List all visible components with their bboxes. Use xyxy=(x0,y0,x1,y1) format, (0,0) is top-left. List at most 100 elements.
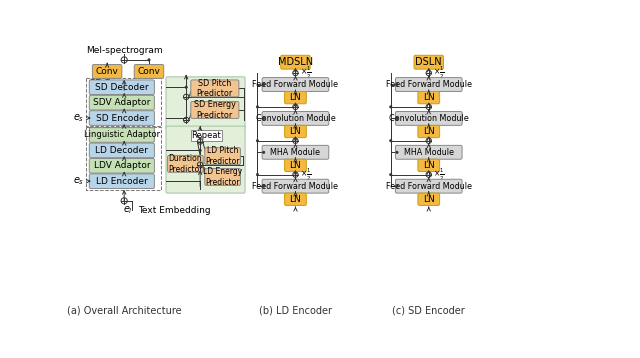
Text: Repeat: Repeat xyxy=(191,131,221,140)
Text: $\times\frac{1}{2}$: $\times\frac{1}{2}$ xyxy=(433,65,445,81)
FancyBboxPatch shape xyxy=(396,111,462,125)
FancyBboxPatch shape xyxy=(90,128,154,142)
FancyBboxPatch shape xyxy=(262,145,329,159)
Text: Conv: Conv xyxy=(138,67,161,76)
FancyBboxPatch shape xyxy=(418,92,440,104)
Circle shape xyxy=(396,83,398,86)
FancyBboxPatch shape xyxy=(134,64,164,78)
Text: SD Encoder: SD Encoder xyxy=(95,113,148,122)
Text: $e_l$: $e_l$ xyxy=(123,204,132,216)
Text: (c) SD Encoder: (c) SD Encoder xyxy=(392,306,465,316)
FancyBboxPatch shape xyxy=(285,159,307,171)
FancyBboxPatch shape xyxy=(418,125,440,138)
Text: SDV Adaptor: SDV Adaptor xyxy=(93,98,150,107)
Text: LN: LN xyxy=(289,195,301,204)
FancyBboxPatch shape xyxy=(205,169,241,185)
FancyBboxPatch shape xyxy=(205,148,241,165)
Circle shape xyxy=(262,117,265,120)
Text: Feed Forward Module: Feed Forward Module xyxy=(386,182,472,191)
FancyBboxPatch shape xyxy=(396,145,462,159)
FancyBboxPatch shape xyxy=(90,143,154,158)
Bar xyxy=(86,127,161,190)
Text: LN: LN xyxy=(289,93,301,102)
Circle shape xyxy=(256,140,259,142)
FancyBboxPatch shape xyxy=(90,80,154,95)
FancyBboxPatch shape xyxy=(262,78,329,92)
Text: LN: LN xyxy=(423,195,435,204)
FancyBboxPatch shape xyxy=(90,159,154,173)
Circle shape xyxy=(256,174,259,176)
Text: LD Energy
Predictor: LD Energy Predictor xyxy=(203,167,242,187)
Text: Text Embedding: Text Embedding xyxy=(138,205,211,214)
Circle shape xyxy=(390,106,392,108)
FancyBboxPatch shape xyxy=(90,95,154,110)
Text: Feed Forward Module: Feed Forward Module xyxy=(386,80,472,89)
FancyBboxPatch shape xyxy=(262,111,329,125)
Text: MHA Module: MHA Module xyxy=(404,148,454,157)
Text: LDG: LDG xyxy=(88,127,111,137)
Circle shape xyxy=(262,185,265,187)
Circle shape xyxy=(396,117,398,120)
FancyBboxPatch shape xyxy=(191,80,239,97)
Circle shape xyxy=(262,151,265,154)
Text: Feed Forward Module: Feed Forward Module xyxy=(252,182,339,191)
FancyBboxPatch shape xyxy=(262,179,329,193)
Text: LD Pitch
Predictor: LD Pitch Predictor xyxy=(205,146,240,166)
FancyBboxPatch shape xyxy=(396,179,462,193)
FancyBboxPatch shape xyxy=(166,77,245,130)
FancyBboxPatch shape xyxy=(92,64,122,78)
FancyBboxPatch shape xyxy=(281,55,310,69)
Text: LN: LN xyxy=(289,161,301,170)
Circle shape xyxy=(262,83,265,86)
Text: Conv: Conv xyxy=(96,67,118,76)
Bar xyxy=(191,130,222,141)
Circle shape xyxy=(148,59,150,61)
FancyBboxPatch shape xyxy=(90,174,154,189)
Text: Feed Forward Module: Feed Forward Module xyxy=(252,80,339,89)
FancyBboxPatch shape xyxy=(396,78,462,92)
FancyBboxPatch shape xyxy=(414,55,444,69)
Circle shape xyxy=(256,106,259,108)
FancyBboxPatch shape xyxy=(90,111,154,125)
Text: MHA Module: MHA Module xyxy=(271,148,321,157)
FancyBboxPatch shape xyxy=(168,155,204,172)
Text: Linguistic Adaptor: Linguistic Adaptor xyxy=(84,130,160,140)
Text: LN: LN xyxy=(423,127,435,136)
FancyBboxPatch shape xyxy=(285,92,307,104)
Text: LD Encoder: LD Encoder xyxy=(96,177,148,186)
Text: LN: LN xyxy=(289,127,301,136)
Text: Duration
Predictor: Duration Predictor xyxy=(168,154,203,174)
FancyBboxPatch shape xyxy=(191,101,239,118)
Text: $\times\frac{1}{2}$: $\times\frac{1}{2}$ xyxy=(300,166,312,183)
FancyBboxPatch shape xyxy=(418,193,440,205)
Text: Mel-spectrogram: Mel-spectrogram xyxy=(86,46,163,55)
Text: (a) Overall Architecture: (a) Overall Architecture xyxy=(67,306,182,316)
Circle shape xyxy=(390,174,392,176)
Text: LN: LN xyxy=(423,93,435,102)
Circle shape xyxy=(199,149,202,151)
Text: SD Pitch
Predictor: SD Pitch Predictor xyxy=(196,79,233,98)
Circle shape xyxy=(396,185,398,187)
Text: $\times\frac{1}{2}$: $\times\frac{1}{2}$ xyxy=(433,166,445,183)
Text: DSLN: DSLN xyxy=(415,57,442,67)
FancyBboxPatch shape xyxy=(285,125,307,138)
FancyBboxPatch shape xyxy=(166,126,245,193)
Text: $e_s$: $e_s$ xyxy=(73,175,84,187)
Bar xyxy=(86,78,161,126)
Text: Convolution Module: Convolution Module xyxy=(255,114,335,123)
FancyBboxPatch shape xyxy=(418,159,440,171)
Text: SD Energy
Predictor: SD Energy Predictor xyxy=(194,100,236,120)
Text: SD Decoder: SD Decoder xyxy=(95,83,148,92)
Circle shape xyxy=(396,151,398,154)
Text: LN: LN xyxy=(423,161,435,170)
Circle shape xyxy=(390,140,392,142)
Text: MDSLN: MDSLN xyxy=(278,57,313,67)
Text: $e_s$: $e_s$ xyxy=(73,112,84,124)
Circle shape xyxy=(185,86,188,88)
Text: (b) LD Encoder: (b) LD Encoder xyxy=(259,306,332,316)
Text: $\times\frac{1}{2}$: $\times\frac{1}{2}$ xyxy=(300,65,312,81)
FancyBboxPatch shape xyxy=(285,193,307,205)
Text: Convolution Module: Convolution Module xyxy=(389,114,468,123)
Text: LDV Adaptor: LDV Adaptor xyxy=(93,161,150,170)
Text: SDG: SDG xyxy=(88,79,111,89)
